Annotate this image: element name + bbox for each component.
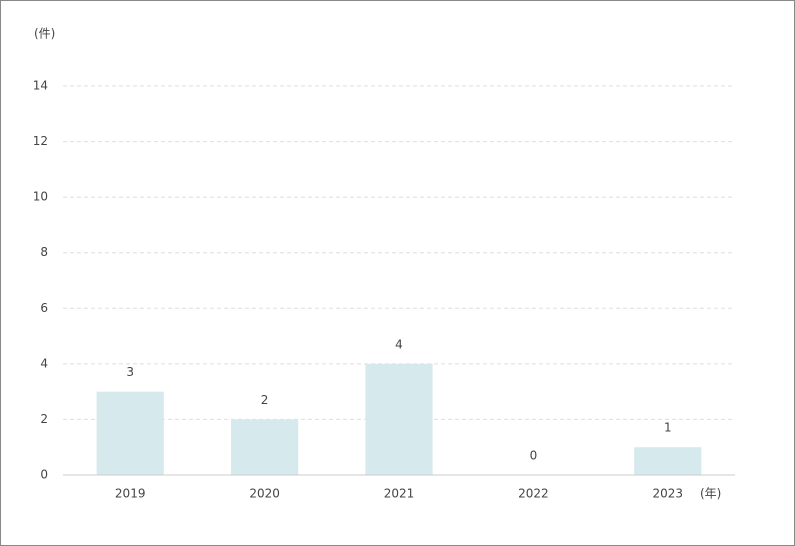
bar bbox=[634, 447, 702, 475]
x-tick-label: 2020 bbox=[249, 487, 280, 501]
y-tick-label: 8 bbox=[40, 245, 48, 259]
x-tick-label: 2019 bbox=[115, 487, 146, 501]
y-tick-label: 14 bbox=[33, 79, 48, 93]
y-unit: (件) bbox=[34, 27, 55, 41]
y-tick-label: 6 bbox=[40, 301, 48, 315]
x-tick-label: 2022 bbox=[518, 487, 549, 501]
y-tick-label: 4 bbox=[40, 356, 48, 370]
value-label: 0 bbox=[530, 449, 538, 463]
y-tick-label: 12 bbox=[33, 134, 48, 148]
bar bbox=[365, 363, 433, 475]
value-label: 1 bbox=[664, 421, 672, 435]
value-label: 3 bbox=[126, 365, 134, 379]
bar bbox=[96, 391, 164, 475]
y-tick-label: 0 bbox=[40, 468, 48, 482]
y-tick-label: 10 bbox=[33, 190, 48, 204]
x-unit: (年) bbox=[700, 487, 721, 501]
value-label: 2 bbox=[261, 393, 269, 407]
x-tick-label: 2021 bbox=[384, 487, 415, 501]
x-tick-label: 2023 bbox=[653, 487, 684, 501]
value-label: 4 bbox=[395, 337, 403, 351]
bar bbox=[231, 419, 299, 475]
y-tick-label: 2 bbox=[40, 412, 48, 426]
